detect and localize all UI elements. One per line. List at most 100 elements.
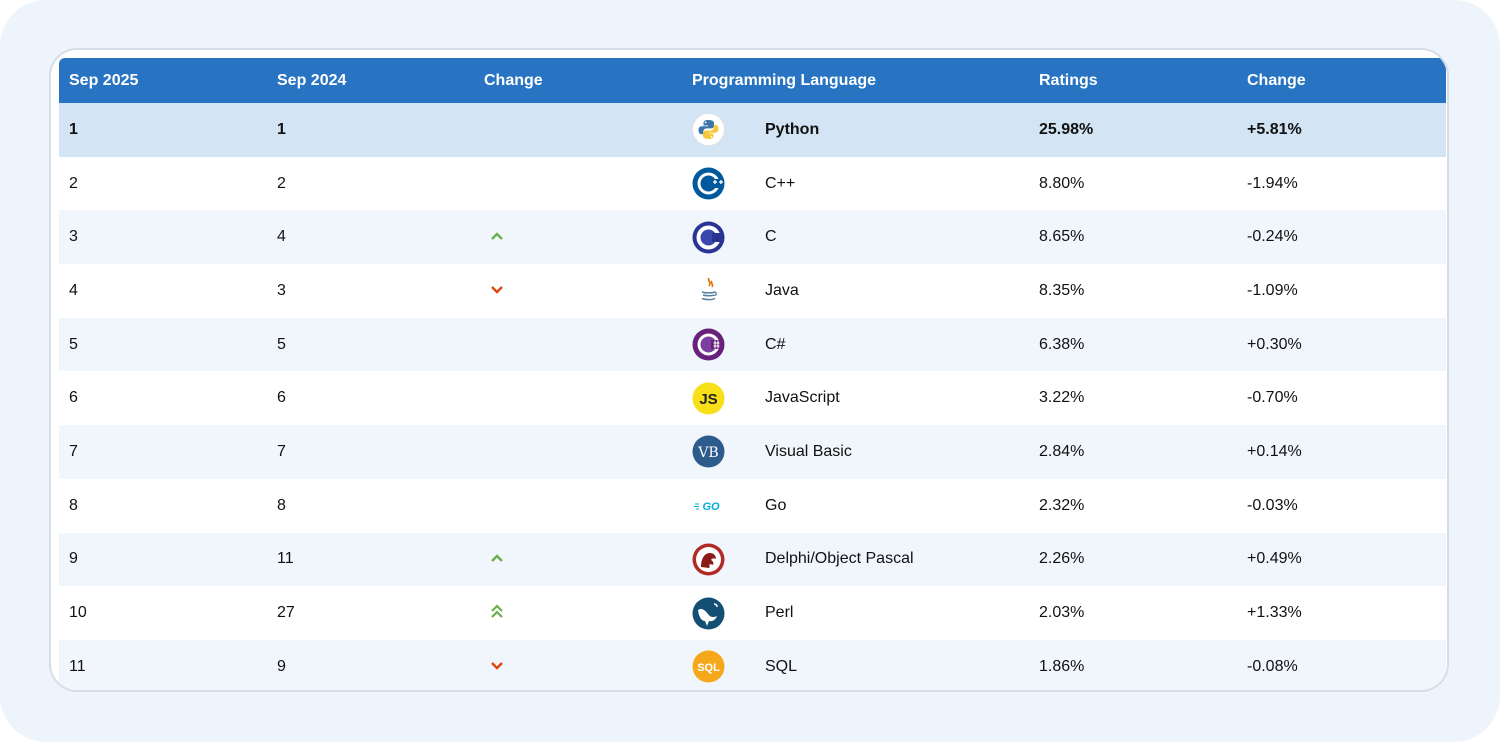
- ranking-card: Sep 2025 Sep 2024 Change Programming Lan…: [49, 48, 1449, 692]
- table-row[interactable]: 2 2 C++ 8.80% -1.94%: [59, 156, 1446, 211]
- language-logo-cell: [682, 264, 765, 318]
- language-name[interactable]: Perl: [765, 604, 794, 622]
- trend-up-icon: [490, 550, 504, 567]
- table-row[interactable]: 1 1 Python 25.98% +5.81%: [59, 103, 1446, 157]
- rank-2024: 3: [277, 281, 286, 299]
- rank-change: [474, 479, 682, 533]
- rating-value: 6.38%: [1039, 335, 1085, 353]
- rating-value: 8.35%: [1039, 281, 1085, 299]
- language-name[interactable]: Python: [765, 120, 820, 138]
- header-sep-2024[interactable]: Sep 2024: [277, 71, 347, 89]
- language-logo-cell: [682, 157, 765, 211]
- rank-2024: 8: [277, 496, 286, 514]
- language-logo-cell: JS: [682, 371, 765, 425]
- header-ratings[interactable]: Ratings: [1039, 71, 1098, 89]
- java-logo-icon: [692, 274, 725, 307]
- rank-change: [474, 586, 682, 640]
- rank-2025: 10: [69, 604, 87, 622]
- rating-change: +0.14%: [1247, 442, 1302, 460]
- language-name[interactable]: Go: [765, 496, 787, 514]
- rank-change: [474, 640, 682, 690]
- table-row[interactable]: 3 4 C 8.65% -0.24%: [59, 210, 1446, 265]
- table-row[interactable]: 9 11 Delphi/Object Pascal 2.26% +0.49%: [59, 532, 1446, 587]
- rank-2025: 8: [69, 496, 78, 514]
- ranking-table: Sep 2025 Sep 2024 Change Programming Lan…: [59, 58, 1446, 690]
- rank-2024: 4: [277, 228, 286, 246]
- rank-2025: 6: [69, 389, 78, 407]
- rank-2025: 1: [69, 120, 78, 138]
- svg-text:JS: JS: [699, 391, 717, 408]
- sql-logo-icon: SQL: [692, 650, 725, 683]
- rating-change: -1.09%: [1247, 281, 1298, 299]
- rating-change: -0.24%: [1247, 228, 1298, 246]
- rank-2025: 3: [69, 228, 78, 246]
- header-change[interactable]: Change: [484, 71, 543, 89]
- language-name[interactable]: Visual Basic: [765, 442, 852, 460]
- rating-value: 1.86%: [1039, 657, 1085, 675]
- table-row[interactable]: 11 9 SQL SQL 1.86% -0.08%: [59, 639, 1446, 690]
- header-programming-language[interactable]: Programming Language: [692, 71, 877, 89]
- language-name[interactable]: Java: [765, 281, 799, 299]
- rank-2024: 11: [277, 550, 294, 568]
- header-ratings-change[interactable]: Change: [1247, 71, 1306, 89]
- language-name[interactable]: Delphi/Object Pascal: [765, 550, 914, 568]
- rank-2024: 1: [277, 120, 286, 138]
- rating-change: -0.08%: [1247, 657, 1298, 675]
- table-header-row: Sep 2025 Sep 2024 Change Programming Lan…: [59, 58, 1446, 103]
- rank-change: [474, 533, 682, 587]
- rating-change: -1.94%: [1247, 174, 1298, 192]
- language-name[interactable]: C++: [765, 174, 796, 192]
- language-logo-cell: VB: [682, 425, 765, 479]
- rank-2024: 27: [277, 604, 295, 622]
- table-row[interactable]: 5 5 C# 6.38% +0.30%: [59, 317, 1446, 372]
- table-row[interactable]: 7 7 VB Visual Basic 2.84% +0.14%: [59, 425, 1446, 479]
- rank-2025: 11: [69, 657, 86, 675]
- language-logo-cell: [682, 103, 765, 157]
- rating-value: 2.26%: [1039, 550, 1085, 568]
- rank-change: [474, 371, 682, 425]
- language-logo-cell: [682, 318, 765, 372]
- rating-value: 3.22%: [1039, 389, 1085, 407]
- rating-change: +0.30%: [1247, 335, 1302, 353]
- table-row[interactable]: 10 27 Perl 2.03% +1.33%: [59, 586, 1446, 640]
- rank-2025: 4: [69, 281, 78, 299]
- table-row[interactable]: 4 3 Java 8.35% -1.09%: [59, 264, 1446, 318]
- rank-change: [474, 157, 682, 211]
- rank-2024: 9: [277, 657, 286, 675]
- rating-value: 2.32%: [1039, 496, 1085, 514]
- language-name[interactable]: JavaScript: [765, 389, 840, 407]
- go-logo-icon: GO: [692, 489, 725, 522]
- rank-2024: 6: [277, 389, 286, 407]
- rank-change: [474, 264, 682, 318]
- language-logo-cell: [682, 533, 765, 587]
- rank-2024: 7: [277, 442, 286, 460]
- rank-2025: 7: [69, 442, 78, 460]
- svg-text:VB: VB: [697, 445, 718, 461]
- rating-value: 2.03%: [1039, 604, 1085, 622]
- rating-value: 8.80%: [1039, 174, 1085, 192]
- rank-change: [474, 318, 682, 372]
- trend-up-icon: [490, 228, 504, 245]
- header-sep-2025[interactable]: Sep 2025: [69, 71, 139, 89]
- language-logo-cell: SQL: [682, 640, 765, 690]
- language-name[interactable]: C: [765, 228, 777, 246]
- rank-2025: 2: [69, 174, 78, 192]
- python-logo-icon: [692, 113, 725, 147]
- rating-change: +1.33%: [1247, 604, 1302, 622]
- rank-2025: 9: [69, 550, 78, 568]
- rating-value: 25.98%: [1039, 120, 1094, 138]
- csharp-logo-icon: [692, 328, 725, 361]
- delphi-logo-icon: [692, 543, 725, 576]
- visual-basic-logo-icon: VB: [692, 435, 725, 468]
- language-name[interactable]: SQL: [765, 657, 798, 675]
- language-name[interactable]: C#: [765, 335, 786, 353]
- rating-change: +0.49%: [1247, 550, 1302, 568]
- trend-down-icon: [490, 658, 504, 675]
- javascript-logo-icon: JS: [692, 382, 725, 415]
- table-row[interactable]: 6 6 JS JavaScript 3.22% -0.70%: [59, 371, 1446, 426]
- rank-change: [474, 425, 682, 479]
- table-row[interactable]: 8 8 GO Go 2.32% -0.03%: [59, 478, 1446, 533]
- language-logo-cell: GO: [682, 479, 765, 533]
- rank-2025: 5: [69, 335, 78, 353]
- rating-value: 8.65%: [1039, 228, 1085, 246]
